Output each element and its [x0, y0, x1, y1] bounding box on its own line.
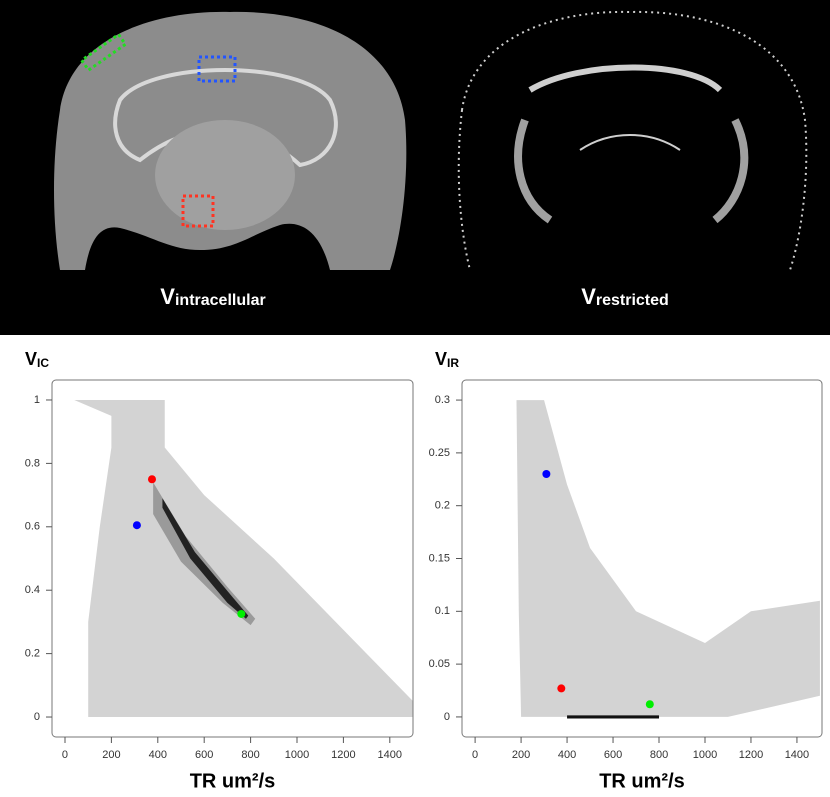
point: [557, 684, 566, 693]
x-tick-label: 1000: [285, 749, 309, 761]
image-label: Vintracellular: [160, 284, 265, 309]
x-tick-label: 1200: [739, 749, 763, 761]
y-tick-label: 0.4: [25, 584, 40, 596]
y-tick-label: 0.2: [435, 500, 450, 512]
y-tick-label: 0.3: [435, 394, 450, 406]
point: [542, 470, 551, 479]
x-tick-label: 400: [558, 749, 576, 761]
label-sub: intracellular: [175, 292, 266, 309]
image-label: Vrestricted: [581, 284, 669, 309]
y-axis-title: VIC: [25, 349, 49, 370]
point: [237, 609, 246, 618]
y-axis-title: VIR: [435, 349, 459, 370]
x-tick-label: 1400: [378, 749, 402, 761]
density-region: [162, 498, 249, 619]
x-tick-label: 0: [472, 749, 478, 761]
y-tick-label: 0: [34, 711, 40, 723]
y-tick-label: 0.05: [429, 658, 450, 670]
y-axis-title-sub: IC: [37, 356, 49, 370]
x-tick-label: 400: [149, 749, 167, 761]
y-axis-title-main: V: [435, 349, 447, 369]
y-tick-label: 0.25: [429, 447, 450, 459]
x-tick-label: 200: [102, 749, 120, 761]
x-tick-label: 600: [195, 749, 213, 761]
y-tick-label: 1: [34, 394, 40, 406]
x-tick-label: 200: [512, 749, 530, 761]
density-region: [516, 400, 820, 717]
y-tick-label: 0.15: [429, 552, 450, 564]
x-tick-label: 1400: [785, 749, 809, 761]
y-tick-label: 0.2: [25, 648, 40, 660]
x-axis-title: TR um²/s: [599, 770, 685, 792]
y-tick-label: 0.8: [25, 457, 40, 469]
label-sub: restricted: [596, 292, 669, 309]
brain-restricted: [457, 10, 808, 271]
label-main: V: [160, 284, 175, 309]
y-tick-label: 0.1: [435, 605, 450, 617]
x-tick-label: 600: [604, 749, 622, 761]
density-region: [567, 715, 660, 719]
density-region: [74, 399, 413, 718]
x-tick-label: 1200: [331, 749, 355, 761]
plot-frame: [51, 379, 414, 738]
label-main: V: [581, 284, 596, 309]
x-tick-label: 800: [241, 749, 259, 761]
point: [132, 521, 141, 530]
density-region: [153, 482, 256, 626]
x-tick-label: 1000: [693, 749, 717, 761]
x-tick-label: 0: [62, 749, 68, 761]
y-tick-label: 0.6: [25, 521, 40, 533]
x-axis-title: TR um²/s: [190, 770, 276, 792]
y-axis-title-main: V: [25, 349, 37, 369]
x-tick-label: 800: [650, 749, 668, 761]
y-tick-label: 0: [444, 711, 450, 723]
brain-intracellular: [54, 11, 407, 270]
point: [147, 475, 156, 484]
point: [645, 700, 654, 709]
y-axis-title-sub: IR: [447, 356, 459, 370]
